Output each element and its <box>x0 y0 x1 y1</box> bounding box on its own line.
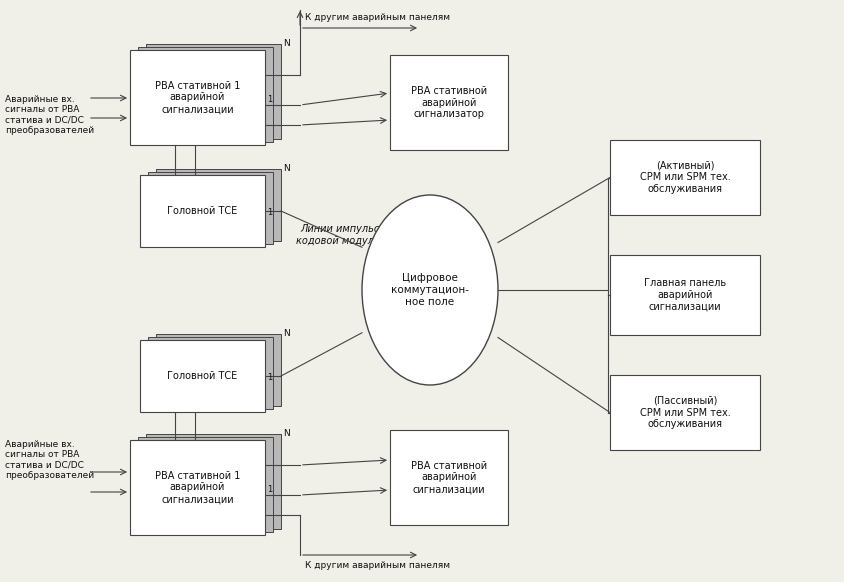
Text: 1: 1 <box>267 372 273 382</box>
Text: Линии импульсно-
кодовой модуляции: Линии импульсно- кодовой модуляции <box>296 224 399 246</box>
Bar <box>130 50 265 145</box>
Text: 1: 1 <box>267 485 273 494</box>
Bar <box>148 172 273 244</box>
Text: (Активный)
CPM или SPM тех.
обслуживания: (Активный) CPM или SPM тех. обслуживания <box>640 161 730 194</box>
Text: Главная панель
аварийной
сигнализации: Главная панель аварийной сигнализации <box>644 278 726 311</box>
Text: 1: 1 <box>267 208 273 217</box>
Text: Аварийные вх.
сигналы от РВА
статива и DC/DC
преобразователей: Аварийные вх. сигналы от РВА статива и D… <box>5 95 95 135</box>
Bar <box>138 47 273 142</box>
Bar <box>130 440 265 535</box>
Text: Головной ТСЕ: Головной ТСЕ <box>167 206 238 216</box>
Bar <box>610 375 760 450</box>
Text: (Пассивный)
CPM или SPM тех.
обслуживания: (Пассивный) CPM или SPM тех. обслуживани… <box>640 396 730 429</box>
Bar <box>148 337 273 409</box>
Bar <box>140 340 265 412</box>
Bar <box>390 430 508 525</box>
Text: N: N <box>283 329 289 338</box>
Text: РВА стативной
аварийной
сигнализатор: РВА стативной аварийной сигнализатор <box>411 86 487 119</box>
Text: N: N <box>283 428 289 438</box>
Bar <box>156 169 281 240</box>
Text: Аварийные вх.
сигналы от РВА
статива и DC/DC
преобразователей: Аварийные вх. сигналы от РВА статива и D… <box>5 440 95 480</box>
Text: К другим аварийным панелям: К другим аварийным панелям <box>305 13 450 23</box>
Text: N: N <box>283 164 289 173</box>
Bar <box>140 175 265 247</box>
Text: РВА стативной
аварийной
сигнализации: РВА стативной аварийной сигнализации <box>411 461 487 494</box>
Text: 1: 1 <box>267 95 273 104</box>
Text: РВА стативной 1
аварийной
сигнализации: РВА стативной 1 аварийной сигнализации <box>154 81 241 114</box>
Bar <box>610 255 760 335</box>
Bar <box>390 55 508 150</box>
Bar <box>146 44 281 139</box>
Bar <box>146 434 281 528</box>
Bar <box>156 333 281 406</box>
Text: Головной ТСЕ: Головной ТСЕ <box>167 371 238 381</box>
Bar <box>610 140 760 215</box>
Text: К другим аварийным панелям: К другим аварийным панелям <box>305 560 450 570</box>
Text: РВА стативной 1
аварийной
сигнализации: РВА стативной 1 аварийной сигнализации <box>154 471 241 504</box>
Ellipse shape <box>362 195 498 385</box>
Text: Цифровое
коммутацион-
ное поле: Цифровое коммутацион- ное поле <box>391 274 469 307</box>
Text: N: N <box>283 38 289 48</box>
Bar <box>138 437 273 532</box>
